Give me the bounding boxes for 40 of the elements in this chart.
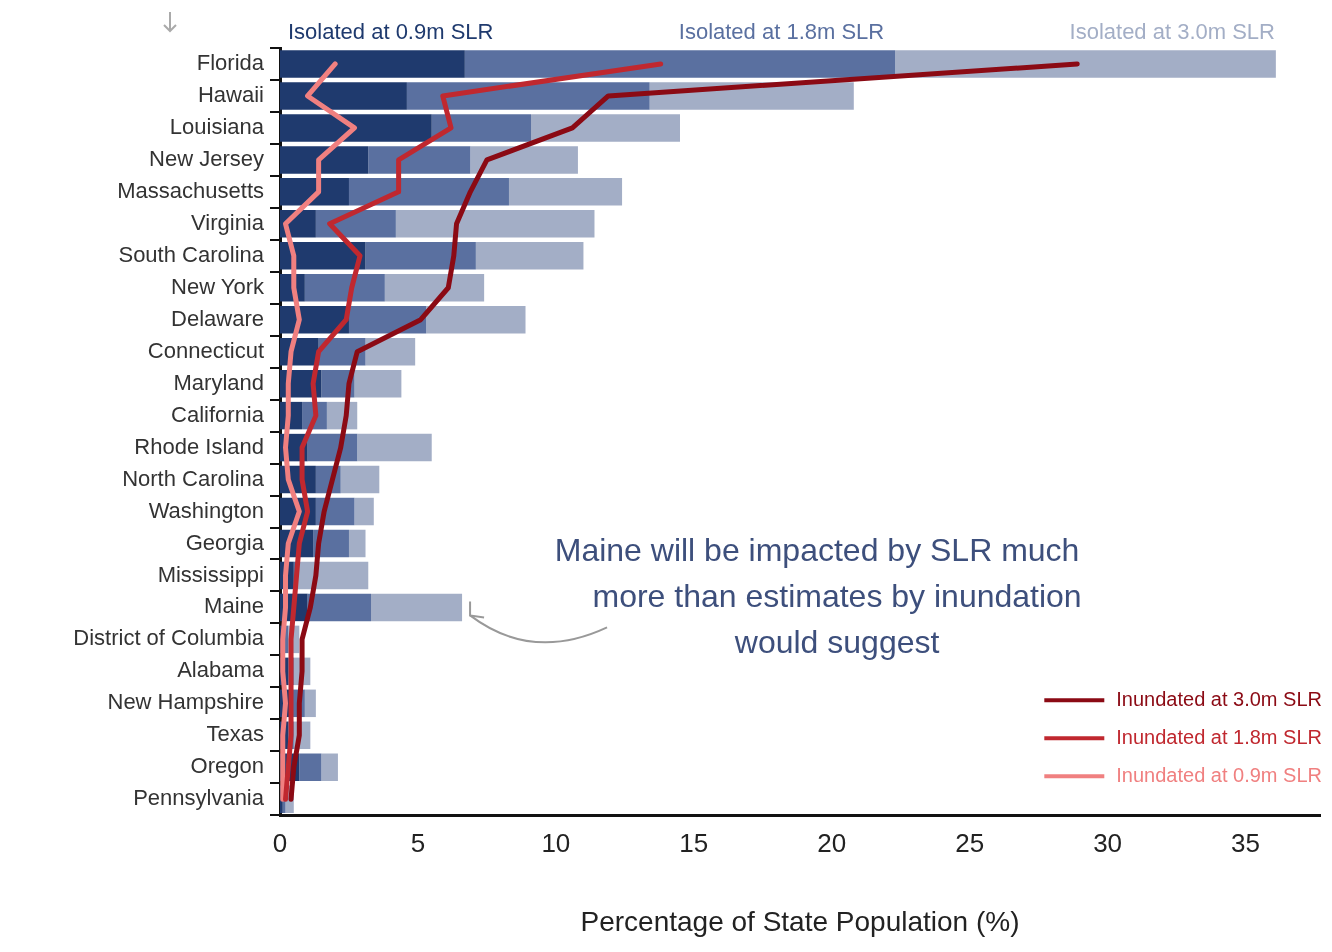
y-tick-label: South Carolina: [118, 241, 265, 267]
y-tick-label: Washington: [148, 497, 264, 523]
y-tick-label: District of Columbia: [73, 625, 265, 651]
y-tick-label: Virginia: [191, 209, 265, 235]
y-tick-label: Alabama: [177, 657, 265, 683]
x-tick-label: 5: [410, 827, 426, 858]
y-tick-label: Oregon: [190, 753, 264, 779]
y-tick-label: Florida: [196, 50, 265, 76]
y-tick-label: New Jersey: [149, 145, 264, 171]
x-tick-label: 10: [541, 827, 571, 858]
x-axis-title: Percentage of State Population (%): [580, 905, 1020, 937]
legend-label: Inundated at 3.0m SLR: [1116, 687, 1322, 710]
x-tick-label: 30: [1093, 827, 1123, 858]
y-tick-label: New York: [171, 273, 265, 299]
x-tick-label: 35: [1231, 827, 1260, 858]
y-tick-label: North Carolina: [122, 465, 265, 491]
series-label: Isolated at 1.8m SLR: [678, 19, 885, 45]
y-tick-label: Texas: [206, 721, 264, 747]
y-tick-label: Rhode Island: [134, 433, 264, 459]
x-tick-label: 20: [817, 827, 847, 858]
y-tick-label: Pennsylvania: [133, 785, 265, 811]
y-tick-label: Connecticut: [147, 337, 264, 363]
legend-label: Inundated at 1.8m SLR: [1116, 725, 1322, 748]
legend-label: Inundated at 0.9m SLR: [1116, 763, 1322, 786]
x-tick-label: 15: [679, 827, 709, 858]
annotation: Maine will be impacted by SLR much more than estimates by inundation would suggest: [554, 532, 1082, 661]
y-tick-label: Louisiana: [169, 113, 265, 139]
y-tick-label: Delaware: [171, 305, 264, 331]
y-tick-label: Maryland: [173, 369, 264, 395]
y-tick-label: Hawaii: [197, 82, 264, 108]
x-tick-label: 0: [272, 827, 288, 858]
series-label: Isolated at 3.0m SLR: [1069, 19, 1275, 45]
y-tick-label: Georgia: [185, 529, 265, 555]
series-label: Isolated at 0.9m SLR: [288, 19, 494, 45]
x-tick-label: 25: [955, 827, 985, 858]
y-tick-label: New Hampshire: [107, 689, 264, 715]
y-tick-label: Maine: [204, 593, 264, 619]
y-tick-label: California: [171, 401, 265, 427]
y-tick-label: Massachusetts: [117, 177, 264, 203]
y-tick-label: Mississippi: [157, 561, 264, 587]
